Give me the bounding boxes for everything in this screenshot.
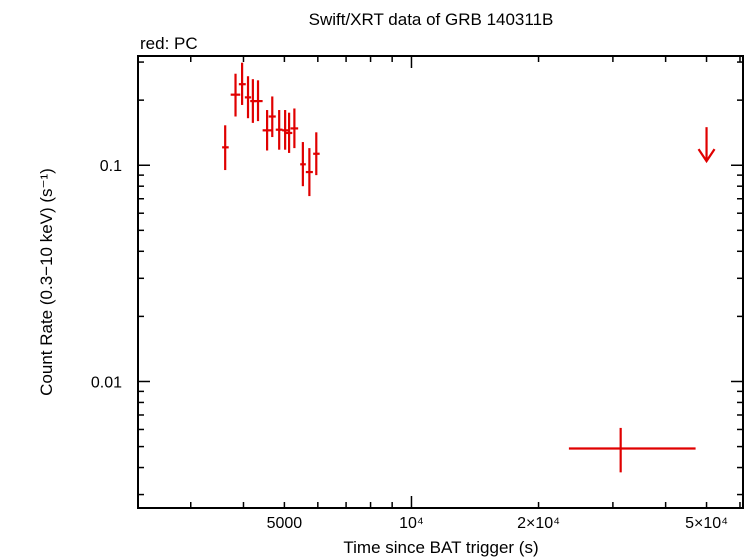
x-tick-label: 2×10⁴ bbox=[517, 515, 560, 532]
data-point bbox=[244, 76, 252, 119]
plot-frame bbox=[137, 55, 744, 509]
upper-limit-arrow bbox=[697, 127, 716, 164]
data-point bbox=[222, 125, 229, 171]
data-point bbox=[305, 148, 313, 197]
y-tick-label: 0.01 bbox=[91, 374, 122, 391]
data-point bbox=[275, 110, 283, 150]
data-point bbox=[253, 80, 263, 122]
data-point bbox=[230, 73, 241, 117]
data-point bbox=[300, 142, 306, 187]
x-tick-label: 5000 bbox=[267, 515, 303, 532]
y-tick-label: 0.1 bbox=[100, 158, 122, 175]
chart-title: Swift/XRT data of GRB 140311B bbox=[309, 10, 554, 29]
data-point bbox=[290, 108, 299, 149]
data-point bbox=[282, 110, 289, 150]
data-point bbox=[313, 132, 320, 176]
x-axis-label: Time since BAT trigger (s) bbox=[343, 538, 538, 557]
data-point bbox=[268, 96, 276, 138]
chart-subtitle: red: PC bbox=[140, 34, 198, 53]
data-point bbox=[262, 110, 272, 151]
y-axis-label: Count Rate (0.3−10 keV) (s⁻¹) bbox=[37, 168, 56, 396]
x-tick-label: 5×10⁴ bbox=[685, 515, 728, 532]
data-point bbox=[285, 112, 293, 153]
data-point bbox=[238, 62, 246, 105]
x-tick-label: 10⁴ bbox=[399, 515, 424, 532]
data-point bbox=[568, 427, 696, 473]
